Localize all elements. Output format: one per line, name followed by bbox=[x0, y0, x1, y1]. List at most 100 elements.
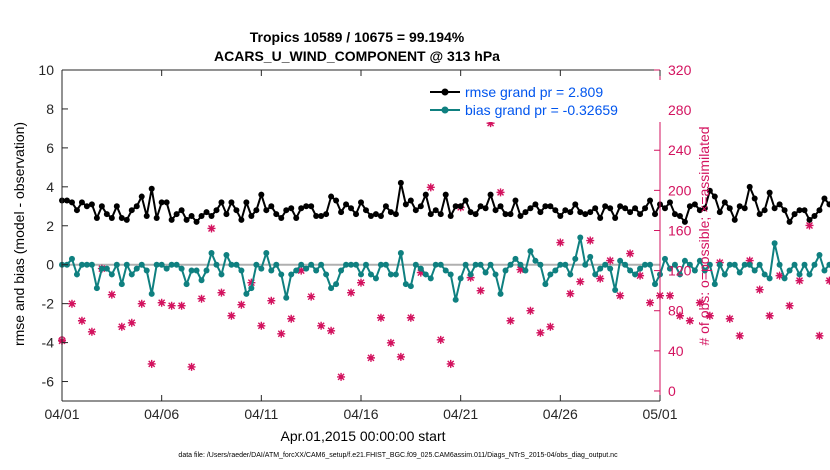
obs-assimilated-marker bbox=[745, 256, 754, 265]
rmse-point bbox=[258, 191, 265, 198]
bias-point bbox=[268, 267, 275, 274]
rmse-point bbox=[432, 207, 439, 214]
bias-point bbox=[108, 271, 115, 278]
bias-point bbox=[691, 267, 698, 274]
rmse-point bbox=[353, 211, 360, 218]
y-tick-label: -2 bbox=[42, 296, 55, 312]
rmse-point bbox=[372, 211, 379, 218]
bias-point bbox=[128, 271, 135, 278]
obs-assimilated-marker bbox=[675, 311, 684, 320]
obs-assimilated-marker bbox=[665, 291, 674, 300]
bias-point bbox=[123, 261, 130, 268]
rmse-point bbox=[158, 199, 165, 206]
bias-point bbox=[821, 267, 828, 274]
bias-point bbox=[258, 265, 265, 272]
obs-assimilated-marker bbox=[636, 271, 645, 280]
obs-assimilated-marker bbox=[87, 327, 96, 336]
bias-point bbox=[801, 261, 808, 268]
obs-assimilated-marker bbox=[207, 224, 216, 233]
rmse-point bbox=[253, 207, 260, 214]
bias-point bbox=[88, 261, 95, 268]
bias-point bbox=[93, 285, 100, 292]
y-tick-label: 8 bbox=[46, 101, 54, 117]
bias-point bbox=[308, 261, 315, 268]
bias-point bbox=[168, 261, 175, 268]
rmse-point bbox=[83, 203, 90, 210]
bias-point bbox=[318, 261, 325, 268]
rmse-point bbox=[557, 213, 564, 220]
bias-point bbox=[243, 290, 250, 297]
rmse-point bbox=[98, 203, 105, 210]
rmse-point bbox=[437, 211, 444, 218]
bias-point bbox=[223, 251, 230, 258]
rmse-point bbox=[173, 211, 180, 218]
bias-point bbox=[477, 261, 484, 268]
rmse-point bbox=[547, 203, 554, 210]
rmse-point bbox=[751, 195, 758, 202]
obs-assimilated-marker bbox=[606, 256, 615, 265]
bias-point bbox=[557, 261, 564, 268]
bias-point bbox=[68, 255, 75, 262]
obs-assimilated-marker bbox=[177, 301, 186, 310]
bias-point bbox=[567, 271, 574, 278]
rmse-point bbox=[148, 185, 155, 192]
bias-point bbox=[283, 294, 290, 301]
y-right-tick-label: 280 bbox=[668, 102, 692, 118]
rmse-point bbox=[552, 207, 559, 214]
rmse-point bbox=[487, 191, 494, 198]
bias-point bbox=[382, 261, 389, 268]
plot-background bbox=[62, 70, 660, 401]
obs-assimilated-marker bbox=[67, 299, 76, 308]
bias-point bbox=[781, 275, 788, 282]
y-right-tick-label: 120 bbox=[668, 263, 692, 279]
bias-point bbox=[392, 271, 399, 278]
bias-point bbox=[547, 271, 554, 278]
rmse-point bbox=[686, 203, 693, 210]
y-right-tick-label: 320 bbox=[668, 62, 692, 78]
rmse-point bbox=[721, 199, 728, 206]
bias-point bbox=[103, 265, 110, 272]
chart-title: Tropics 10589 / 10675 = 99.194% bbox=[250, 29, 465, 45]
rmse-point bbox=[467, 209, 474, 216]
obs-assimilated-marker bbox=[386, 338, 395, 347]
bias-point bbox=[437, 261, 444, 268]
rmse-point bbox=[786, 218, 793, 225]
obs-assimilated-marker bbox=[227, 311, 236, 320]
bias-point bbox=[826, 261, 830, 268]
bias-point bbox=[696, 257, 703, 264]
rmse-point bbox=[263, 207, 270, 214]
bias-point bbox=[372, 275, 379, 282]
rmse-point bbox=[73, 207, 80, 214]
bias-point bbox=[213, 261, 220, 268]
y-right-tick-label: 200 bbox=[668, 182, 692, 198]
bias-point bbox=[417, 265, 424, 272]
obs-assimilated-marker bbox=[446, 359, 455, 368]
rmse-point bbox=[243, 199, 250, 206]
bias-point bbox=[522, 267, 529, 274]
rmse-point bbox=[68, 199, 75, 206]
rmse-point bbox=[218, 199, 225, 206]
bias-point bbox=[442, 267, 449, 274]
rmse-point bbox=[502, 211, 509, 218]
rmse-point bbox=[362, 207, 369, 214]
bias-point bbox=[527, 248, 534, 255]
rmse-point bbox=[706, 187, 713, 194]
obs-assimilated-marker bbox=[646, 298, 655, 307]
bias-point bbox=[467, 271, 474, 278]
obs-assimilated-marker bbox=[805, 221, 814, 230]
bias-point bbox=[432, 261, 439, 268]
rmse-point bbox=[452, 203, 459, 210]
rmse-series bbox=[59, 179, 830, 225]
obs-assimilated-marker bbox=[496, 188, 505, 197]
obs-assimilated-marker bbox=[476, 286, 485, 295]
obs-assimilated-marker bbox=[137, 299, 146, 308]
rmse-point bbox=[527, 205, 534, 212]
rmse-point bbox=[666, 199, 673, 206]
rmse-point bbox=[343, 201, 350, 208]
obs-assimilated-marker bbox=[77, 316, 86, 325]
bias-point bbox=[113, 261, 120, 268]
bias-point bbox=[353, 261, 360, 268]
y-tick-label: 10 bbox=[38, 62, 54, 78]
bias-point bbox=[791, 261, 798, 268]
obs-assimilated-marker bbox=[167, 301, 176, 310]
